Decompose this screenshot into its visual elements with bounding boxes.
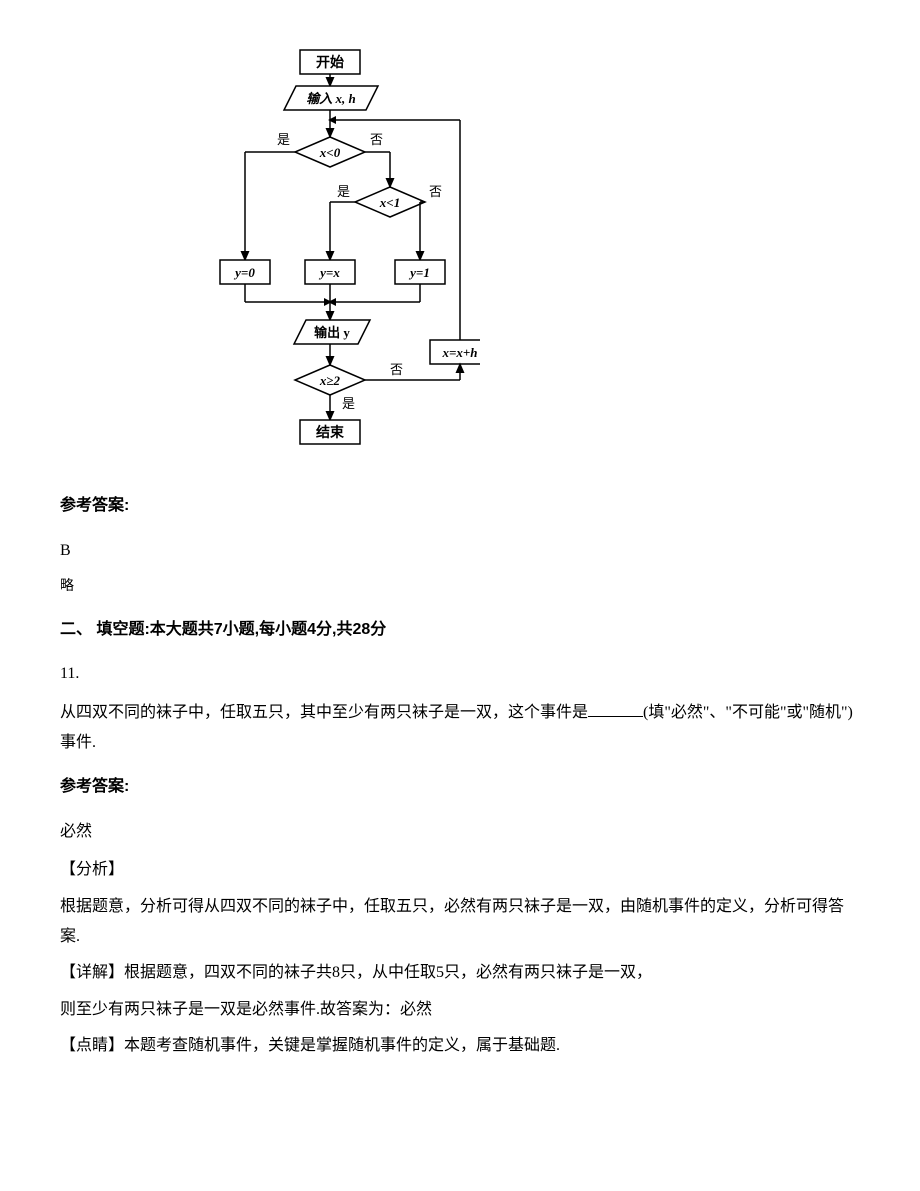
- q11-number: 11.: [60, 659, 860, 689]
- q11-text-a: 从四双不同的袜子中，任取五只，其中至少有两只袜子是一双，这个事件是: [60, 704, 588, 721]
- d3-yes: 是: [342, 396, 355, 411]
- detail-text-1: 根据题意，四双不同的袜子共8只，从中任取5只，必然有两只袜子是一双，: [124, 964, 652, 981]
- q11-analysis: 【分析】: [60, 855, 860, 885]
- q11-answer-heading: 参考答案:: [60, 772, 860, 802]
- flowchart: 开始 输入 x, h x<0 是 否 x<1 是 否 y=0 y=x y=1 输…: [140, 40, 860, 471]
- d1-no: 否: [370, 132, 383, 147]
- node-y1-label: y=1: [408, 265, 430, 280]
- node-y0-label: y=0: [233, 265, 255, 280]
- q11-blank: [588, 700, 643, 717]
- comment-label: 【点睛】: [60, 1037, 124, 1054]
- comment-text: 本题考查随机事件，关键是掌握随机事件的定义，属于基础题.: [124, 1037, 560, 1054]
- q11-comment: 【点睛】本题考查随机事件，关键是掌握随机事件的定义，属于基础题.: [60, 1031, 860, 1061]
- node-input-label: 输入 x, h: [306, 91, 355, 106]
- node-end-label: 结束: [316, 424, 345, 441]
- node-d3-label: x≥2: [319, 373, 341, 388]
- section2-heading: 二、 填空题:本大题共7小题,每小题4分,共28分: [60, 615, 860, 645]
- answer-note: 略: [60, 574, 860, 601]
- q11-detail-1: 【详解】根据题意，四双不同的袜子共8只，从中任取5只，必然有两只袜子是一双，: [60, 958, 860, 988]
- answer-heading: 参考答案:: [60, 491, 860, 521]
- d3-no: 否: [390, 362, 403, 377]
- detail-label: 【详解】: [60, 964, 124, 981]
- q11-answer: 必然: [60, 817, 860, 847]
- q11-analysis-text: 根据题意，分析可得从四双不同的袜子中，任取五只，必然有两只袜子是一双，由随机事件…: [60, 892, 860, 953]
- d2-yes: 是: [337, 184, 350, 199]
- node-xh-label: x=x+h: [441, 345, 477, 360]
- q11-detail-2: 则至少有两只袜子是一双是必然事件.故答案为：必然: [60, 995, 860, 1025]
- d1-yes: 是: [277, 132, 290, 147]
- node-d2-label: x<1: [379, 195, 400, 210]
- q11-body: 从四双不同的袜子中，任取五只，其中至少有两只袜子是一双，这个事件是(填"必然"、…: [60, 698, 860, 759]
- analysis-label: 【分析】: [60, 861, 124, 878]
- node-out-label: 输出 y: [314, 325, 350, 340]
- node-yx-label: y=x: [318, 265, 340, 280]
- d2-no: 否: [429, 184, 442, 199]
- answer-letter: B: [60, 536, 860, 566]
- node-d1-label: x<0: [319, 145, 341, 160]
- node-start-label: 开始: [316, 54, 344, 71]
